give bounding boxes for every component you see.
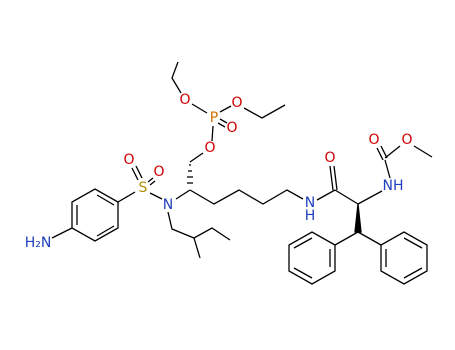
atom-label: O <box>226 120 237 136</box>
atom-label: O <box>179 92 190 108</box>
atom-label: O <box>204 140 215 156</box>
bonds <box>51 61 433 285</box>
atom-label: O <box>401 132 412 148</box>
atom-label: S <box>139 180 148 196</box>
atom-label: O <box>324 150 335 166</box>
atom-label: NH <box>383 178 404 194</box>
atom-label: N <box>305 195 315 211</box>
atom-label: H <box>305 208 316 224</box>
atom-label: O <box>153 164 164 180</box>
atom-label: H₂N <box>25 235 52 251</box>
atom-label: P <box>210 110 218 126</box>
atom-label: N <box>163 197 173 213</box>
atom-label: O <box>368 132 379 148</box>
atom-label: O <box>123 152 134 168</box>
atom-label: O <box>231 95 242 111</box>
